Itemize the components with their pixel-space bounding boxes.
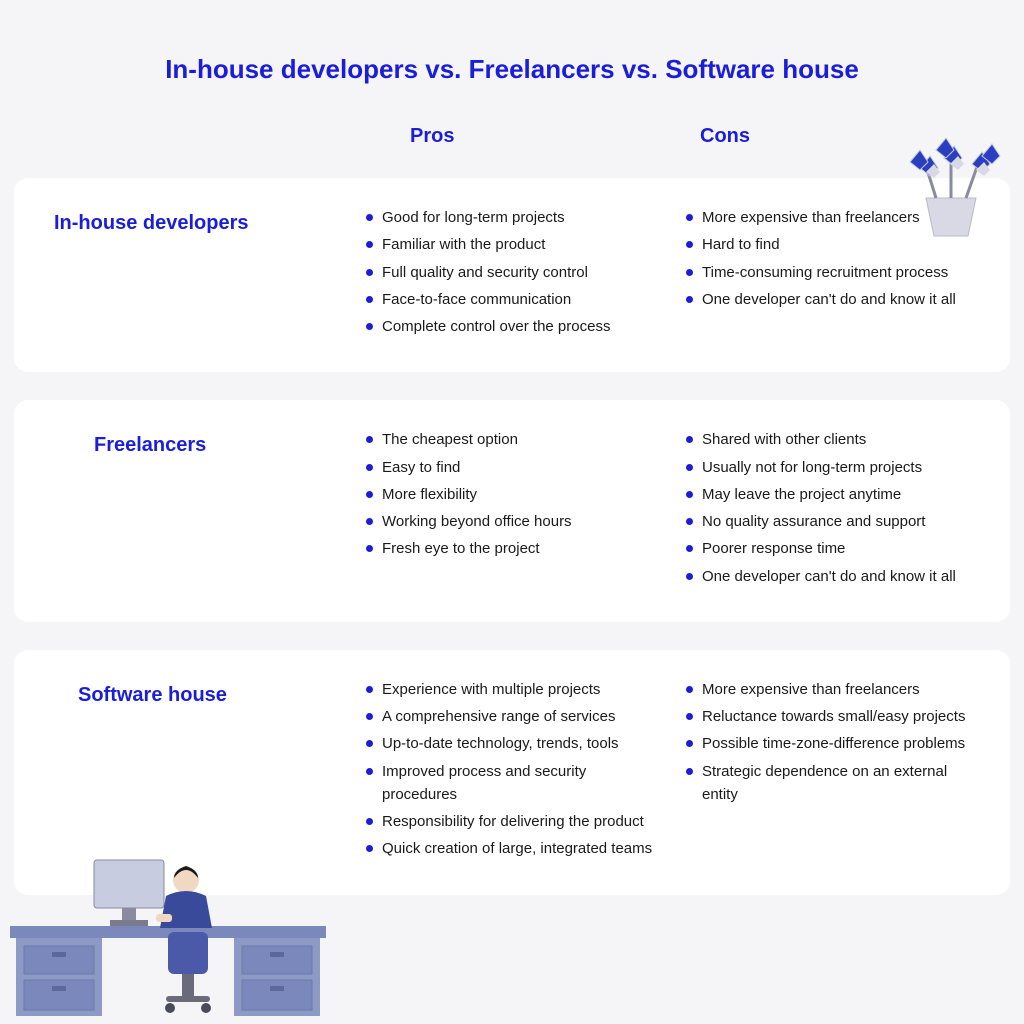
list-item: Experience with multiple projects bbox=[366, 678, 656, 701]
list-item: Poorer response time bbox=[686, 537, 976, 560]
list-item: Improved process and security procedures bbox=[366, 760, 656, 807]
list-item: Up-to-date technology, trends, tools bbox=[366, 732, 656, 755]
list-item: Familiar with the product bbox=[366, 233, 656, 256]
pros-list-software-house: Experience with multiple projects A comp… bbox=[336, 678, 656, 865]
list-item: May leave the project anytime bbox=[686, 483, 976, 506]
row-label-freelancers: Freelancers bbox=[20, 428, 336, 592]
list-item: More expensive than freelancers bbox=[686, 206, 976, 229]
column-header-pros: Pros bbox=[350, 125, 670, 148]
pros-list-in-house: Good for long-term projects Familiar wit… bbox=[336, 206, 656, 342]
list-item: Possible time-zone-difference problems bbox=[686, 732, 976, 755]
list-item: Hard to find bbox=[686, 233, 976, 256]
card-freelancers: Freelancers The cheapest option Easy to … bbox=[14, 400, 1010, 622]
column-header-cons: Cons bbox=[670, 125, 990, 148]
list-item: More flexibility bbox=[366, 483, 656, 506]
list-item: Responsibility for delivering the produc… bbox=[366, 810, 656, 833]
list-item: No quality assurance and support bbox=[686, 510, 976, 533]
cons-list-software-house: More expensive than freelancers Reluctan… bbox=[656, 678, 976, 865]
list-item: Full quality and security control bbox=[366, 261, 656, 284]
list-item: More expensive than freelancers bbox=[686, 678, 976, 701]
list-item: Face-to-face communication bbox=[366, 288, 656, 311]
row-label-in-house: In-house developers bbox=[20, 206, 336, 342]
list-item: Quick creation of large, integrated team… bbox=[366, 837, 656, 860]
list-item: Easy to find bbox=[366, 456, 656, 479]
list-item: Time-consuming recruitment process bbox=[686, 261, 976, 284]
list-item: Fresh eye to the project bbox=[366, 537, 656, 560]
list-item: The cheapest option bbox=[366, 428, 656, 451]
list-item: Complete control over the process bbox=[366, 315, 656, 338]
row-label-software-house: Software house bbox=[20, 678, 336, 865]
page-title: In-house developers vs. Freelancers vs. … bbox=[0, 0, 1024, 125]
column-headers: Pros Cons bbox=[0, 125, 1024, 178]
list-item: Good for long-term projects bbox=[366, 206, 656, 229]
card-software-house: Software house Experience with multiple … bbox=[14, 650, 1010, 895]
list-item: Working beyond office hours bbox=[366, 510, 656, 533]
list-item: Shared with other clients bbox=[686, 428, 976, 451]
list-item: One developer can't do and know it all bbox=[686, 288, 976, 311]
list-item: One developer can't do and know it all bbox=[686, 565, 976, 588]
list-item: Reluctance towards small/easy projects bbox=[686, 705, 976, 728]
list-item: Strategic dependence on an external enti… bbox=[686, 760, 976, 807]
cons-list-freelancers: Shared with other clients Usually not fo… bbox=[656, 428, 976, 592]
cons-list-in-house: More expensive than freelancers Hard to … bbox=[656, 206, 976, 342]
comparison-cards: In-house developers Good for long-term p… bbox=[0, 178, 1024, 895]
pros-list-freelancers: The cheapest option Easy to find More fl… bbox=[336, 428, 656, 592]
list-item: Usually not for long-term projects bbox=[686, 456, 976, 479]
card-in-house: In-house developers Good for long-term p… bbox=[14, 178, 1010, 372]
list-item: A comprehensive range of services bbox=[366, 705, 656, 728]
